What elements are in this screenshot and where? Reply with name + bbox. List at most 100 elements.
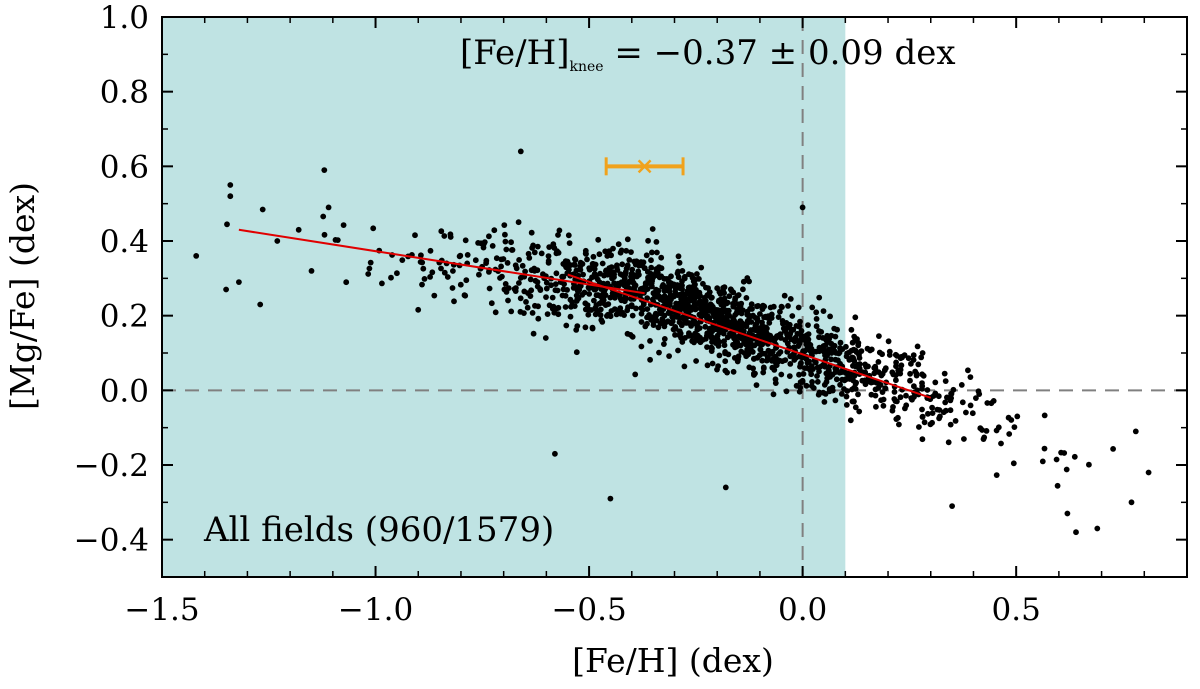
data-point xyxy=(890,371,897,378)
data-point xyxy=(730,320,736,327)
data-point xyxy=(869,378,876,385)
data-point xyxy=(619,261,626,268)
data-point xyxy=(582,324,589,331)
data-point xyxy=(648,277,655,283)
data-point xyxy=(619,309,625,316)
data-point xyxy=(929,410,936,416)
data-point xyxy=(1058,449,1064,456)
data-point xyxy=(388,274,394,281)
data-point xyxy=(512,262,519,269)
data-point xyxy=(586,291,593,297)
data-point xyxy=(703,303,709,309)
data-point xyxy=(631,258,637,265)
data-point xyxy=(893,416,900,422)
data-point xyxy=(753,321,760,327)
data-point xyxy=(680,291,687,298)
data-point xyxy=(700,307,707,314)
data-point xyxy=(1039,458,1046,465)
data-point xyxy=(751,370,757,377)
data-point xyxy=(1064,510,1071,517)
data-point xyxy=(417,259,424,265)
data-point xyxy=(688,333,695,339)
data-point xyxy=(748,301,755,308)
data-point xyxy=(486,285,493,292)
data-point xyxy=(746,312,753,319)
data-point xyxy=(274,238,281,244)
data-point xyxy=(799,204,806,211)
data-point xyxy=(227,182,234,188)
data-point xyxy=(580,271,586,278)
data-point xyxy=(665,287,672,294)
data-point xyxy=(875,359,882,365)
fit-line xyxy=(567,273,932,399)
data-point xyxy=(591,297,597,304)
data-point xyxy=(592,311,599,318)
data-point xyxy=(418,252,424,259)
data-point xyxy=(795,304,802,311)
data-point xyxy=(822,352,828,359)
data-point xyxy=(572,256,578,262)
shaded-region xyxy=(162,17,846,577)
data-point xyxy=(567,313,574,320)
data-point xyxy=(794,337,801,344)
data-point xyxy=(855,391,861,398)
y-tick-label: −0.2 xyxy=(74,448,149,484)
data-point xyxy=(516,280,522,286)
data-point xyxy=(644,320,650,327)
data-point xyxy=(615,280,622,287)
data-point xyxy=(370,225,377,232)
data-point xyxy=(681,363,688,370)
data-point xyxy=(519,262,526,269)
data-point xyxy=(538,250,545,257)
data-point xyxy=(673,300,679,307)
data-point xyxy=(847,417,854,424)
data-point xyxy=(722,350,728,357)
data-point xyxy=(777,331,784,337)
data-point xyxy=(332,237,339,243)
data-point xyxy=(236,279,242,285)
data-point xyxy=(502,231,508,238)
data-point xyxy=(940,409,947,416)
data-point xyxy=(549,294,556,301)
data-point xyxy=(891,396,898,402)
data-point xyxy=(600,291,606,298)
data-point xyxy=(661,323,668,330)
data-point xyxy=(952,418,959,424)
data-point xyxy=(658,254,665,261)
data-point xyxy=(585,311,592,318)
data-point xyxy=(880,396,887,403)
data-point xyxy=(679,278,685,285)
data-point xyxy=(744,318,751,324)
data-point xyxy=(947,407,954,414)
data-point xyxy=(696,289,703,296)
data-point xyxy=(704,330,711,337)
data-point xyxy=(451,298,457,305)
data-point xyxy=(821,399,828,405)
data-point xyxy=(948,390,954,397)
data-point xyxy=(808,345,815,352)
data-point xyxy=(564,263,571,270)
data-point xyxy=(935,393,942,400)
data-point xyxy=(532,277,539,284)
data-point xyxy=(891,389,898,395)
data-point xyxy=(681,305,688,312)
data-point xyxy=(932,379,939,386)
data-point xyxy=(555,232,561,238)
data-point xyxy=(550,241,557,248)
data-point xyxy=(649,249,655,256)
data-point xyxy=(577,259,584,266)
data-point xyxy=(714,285,721,292)
data-point xyxy=(838,391,845,397)
data-point xyxy=(478,240,484,247)
data-point xyxy=(879,351,885,358)
data-point xyxy=(599,260,606,267)
data-point xyxy=(552,450,558,457)
data-point xyxy=(816,344,823,351)
data-point xyxy=(523,299,529,305)
x-tick-label: −1.5 xyxy=(124,592,199,628)
data-point xyxy=(941,370,948,377)
data-point xyxy=(415,306,422,313)
data-point xyxy=(754,303,760,310)
data-point xyxy=(867,347,873,354)
